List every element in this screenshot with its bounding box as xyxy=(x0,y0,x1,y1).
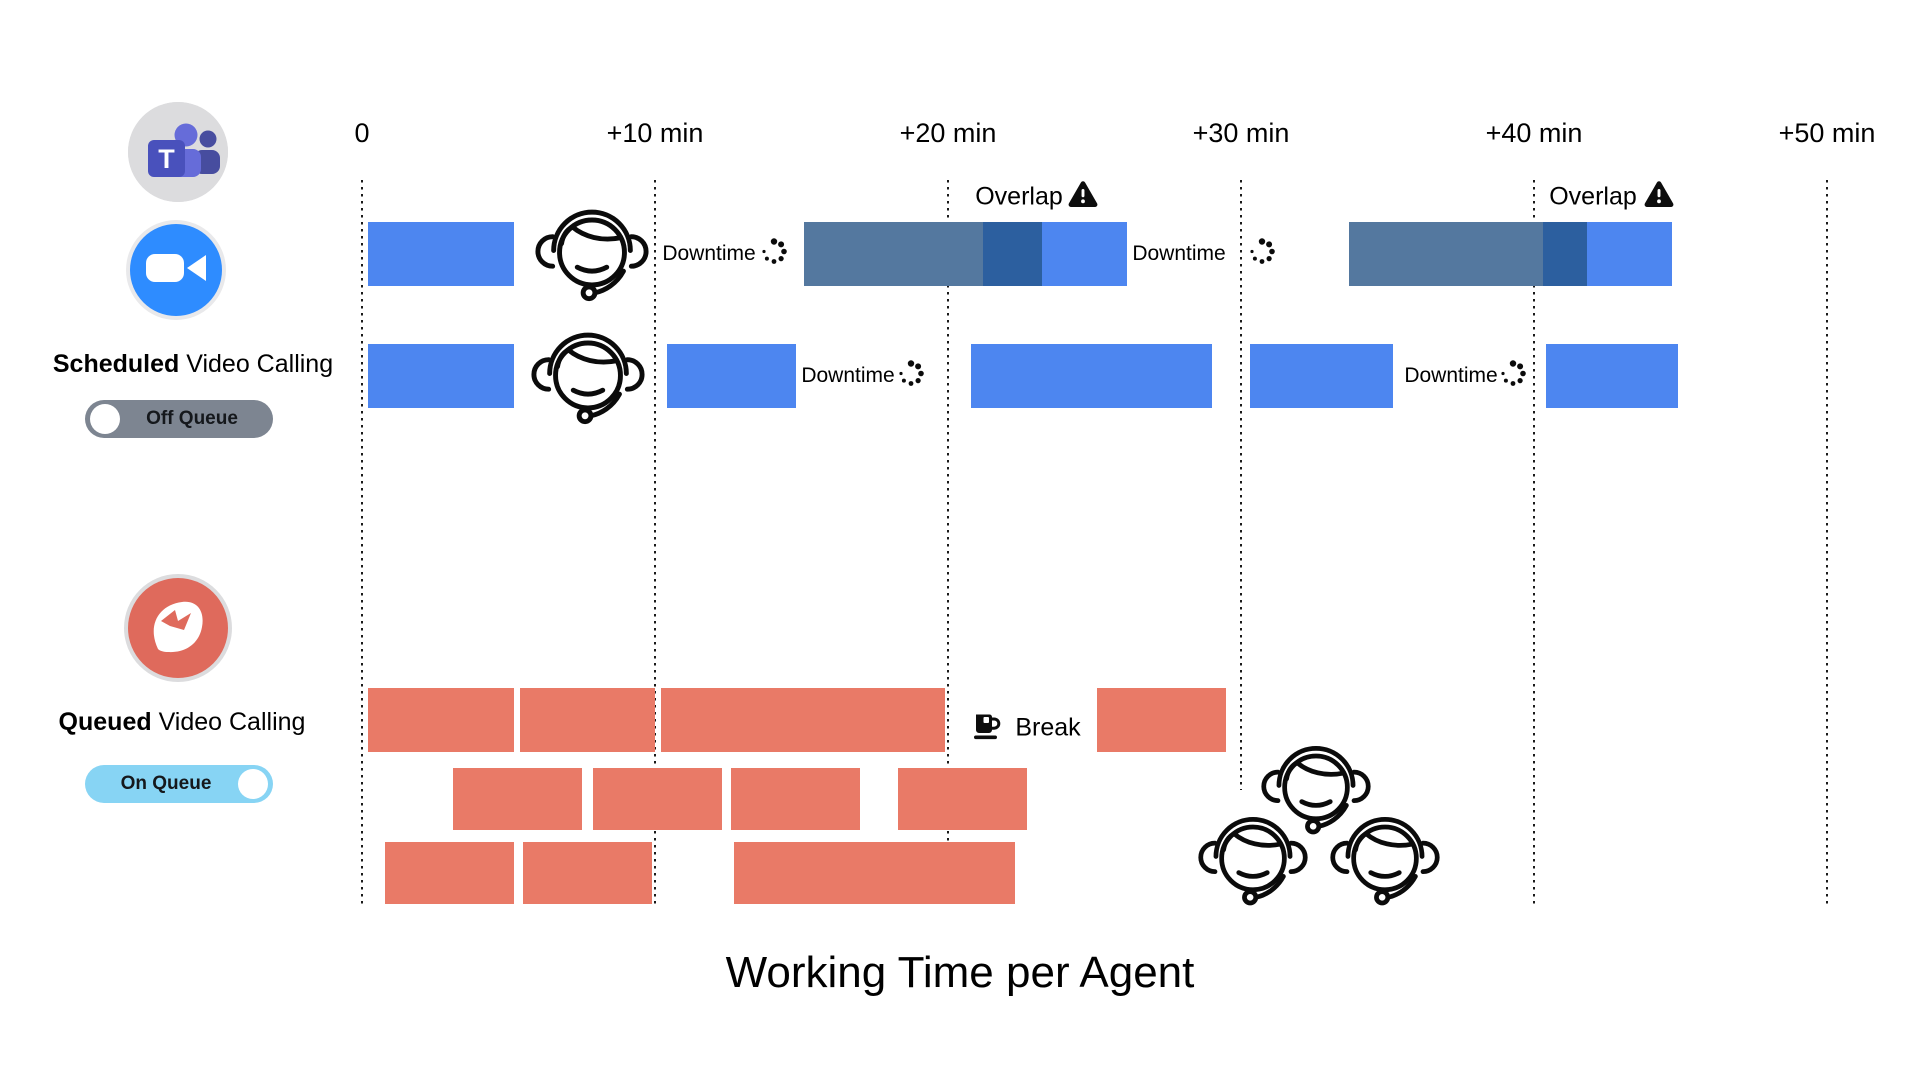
queued-video-calling-label: Queued Video Calling xyxy=(58,708,306,736)
off-queue-toggle-label: Off Queue xyxy=(146,408,238,429)
axis-tick-label: +20 min xyxy=(899,118,997,148)
diagram-title: Working Time per Agent xyxy=(725,948,1195,997)
queued-queue-bar xyxy=(385,842,514,904)
scheduled-call-bar xyxy=(368,222,514,286)
scheduled-call-bar xyxy=(1546,344,1678,408)
overlap-label: Overlap xyxy=(975,182,1063,211)
downtime-label: Downtime xyxy=(1132,242,1226,265)
spinner-icon xyxy=(759,237,789,272)
agent-headset-icon xyxy=(1196,799,1310,918)
scheduled-call-bar xyxy=(971,344,1212,408)
zoom-icon xyxy=(130,224,222,316)
agent-headset-icon xyxy=(533,191,651,314)
gridline-1 xyxy=(654,180,656,905)
on-queue-toggle[interactable]: On Queue xyxy=(85,765,273,803)
gridline-5 xyxy=(1826,180,1828,905)
gridline-4 xyxy=(1533,180,1535,905)
scheduled-video-calling-label: Scheduled Video Calling xyxy=(52,350,334,378)
queued-queue-bar xyxy=(523,842,652,904)
scheduled-call-bar xyxy=(667,344,796,408)
queued-queue-bar xyxy=(453,768,582,830)
agent-headset-icon xyxy=(1328,799,1442,918)
genesys-icon xyxy=(128,578,228,678)
queued-queue-bar xyxy=(593,768,722,830)
axis-tick-label: +50 min xyxy=(1778,118,1876,148)
break-label: Break xyxy=(1015,713,1081,742)
queued-queue-bar xyxy=(1097,688,1226,752)
queued-queue-bar xyxy=(520,688,655,752)
downtime-label: Downtime xyxy=(662,242,756,265)
gridline-3 xyxy=(1240,180,1242,790)
on-queue-toggle-label: On Queue xyxy=(120,773,212,794)
spinner-icon xyxy=(896,359,926,394)
downtime-label: Downtime xyxy=(1404,364,1498,387)
warning-icon xyxy=(1643,180,1676,215)
downtime-label: Downtime xyxy=(801,364,895,387)
agent-headset-icon xyxy=(529,314,647,437)
queued-queue-bar xyxy=(898,768,1027,830)
coffee-icon xyxy=(971,709,1005,748)
gridline-2 xyxy=(947,180,949,905)
axis-tick-label: +30 min xyxy=(1192,118,1290,148)
scheduled-call-bar xyxy=(368,344,514,408)
off-queue-toggle[interactable]: Off Queue xyxy=(85,400,273,438)
spinner-icon xyxy=(1247,237,1277,272)
scheduled-overlap-bar xyxy=(983,222,1042,286)
axis-tick-label: 0 xyxy=(354,118,370,148)
queued-queue-bar xyxy=(368,688,514,752)
overlap-label: Overlap xyxy=(1549,182,1637,211)
toggle-knob[interactable] xyxy=(90,404,120,434)
gridline-0 xyxy=(361,180,363,905)
toggle-knob[interactable] xyxy=(238,769,268,799)
queued-queue-bar xyxy=(661,688,945,752)
queued-queue-bar xyxy=(731,768,860,830)
scheduled-call-bar xyxy=(1250,344,1393,408)
spinner-icon xyxy=(1498,359,1528,394)
axis-tick-label: +40 min xyxy=(1485,118,1583,148)
axis-tick-label: +10 min xyxy=(606,118,704,148)
microsoft-teams-icon xyxy=(128,102,228,202)
scheduled-overlap-bar xyxy=(1543,222,1587,286)
warning-icon xyxy=(1067,180,1100,215)
queued-queue-bar xyxy=(734,842,1015,904)
